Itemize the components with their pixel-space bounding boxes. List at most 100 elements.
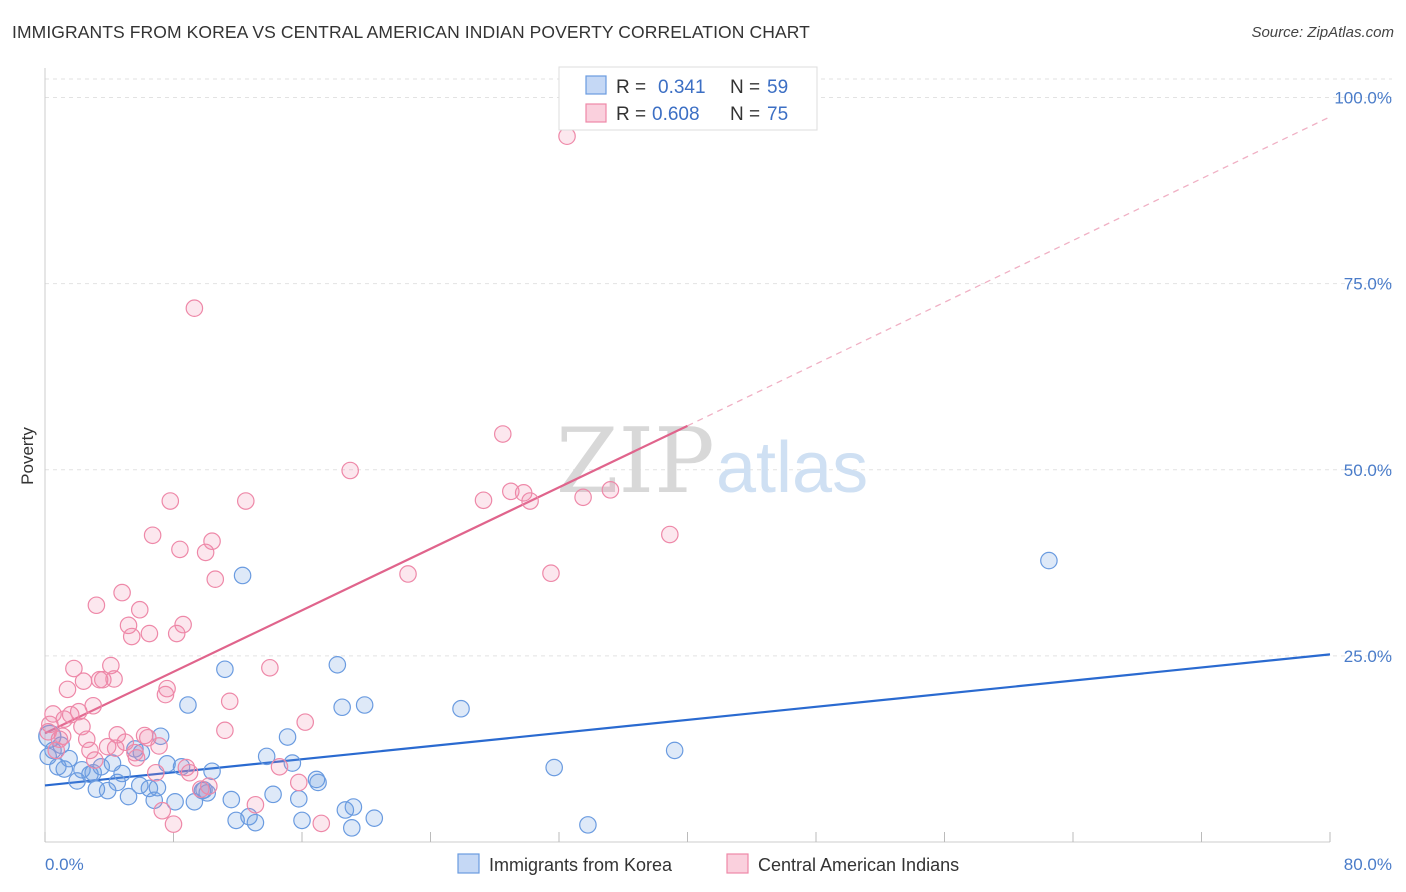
point-s1-43: [216, 721, 234, 740]
bottom-legend-label-blue: Immigrants from Korea: [489, 855, 673, 875]
point-s0-41: [333, 698, 351, 717]
watermark-zip: ZIP: [556, 409, 715, 514]
chart-title: IMMIGRANTS FROM KOREA VS CENTRAL AMERICA…: [12, 22, 810, 42]
point-s1-4: [58, 680, 77, 699]
point-s0-34: [278, 728, 297, 746]
trend-line-0: [44, 653, 1331, 787]
legend-n-label-2: N =: [730, 104, 760, 125]
point-s1-24: [130, 600, 149, 619]
point-s1-58: [521, 492, 539, 510]
point-s0-50: [665, 741, 684, 760]
point-s1-69: [127, 749, 146, 767]
point-s1-38: [185, 299, 204, 317]
legend-r-label-2: R =: [616, 104, 646, 125]
legend-n-label-1: N =: [730, 77, 760, 98]
point-s0-25: [203, 762, 221, 781]
point-s1-35: [171, 540, 189, 559]
point-s0-31: [246, 813, 265, 832]
point-s1-9: [77, 730, 96, 749]
point-s1-63: [661, 525, 679, 544]
point-s0-5: [73, 760, 91, 779]
data-points: [38, 127, 1058, 837]
point-s0-46: [365, 809, 384, 827]
source-label: Source: ZipAtlas.com: [1251, 24, 1394, 41]
point-s0-36: [289, 790, 308, 808]
point-s1-36: [174, 615, 192, 634]
legend-box: R = 0.341 N = 59 R = 0.608 N = 75: [558, 66, 818, 131]
point-s1-37: [180, 763, 199, 782]
point-s1-62: [601, 481, 620, 499]
point-s1-56: [502, 482, 520, 501]
point-s1-61: [574, 488, 592, 507]
point-s0-56: [108, 773, 127, 792]
point-s0-27: [222, 790, 241, 809]
point-s1-28: [147, 763, 165, 782]
point-s1-32: [161, 492, 180, 510]
point-s0-45: [355, 696, 374, 714]
point-s0-47: [452, 699, 470, 718]
point-s1-22: [122, 627, 141, 646]
point-s1-55: [493, 425, 512, 443]
point-s0-32: [257, 747, 276, 766]
point-s1-52: [341, 461, 359, 480]
legend-r-label-1: R =: [616, 77, 646, 98]
point-s1-25: [135, 726, 154, 745]
x-tick-label-1: 80.0%: [1344, 855, 1392, 874]
point-s0-21: [179, 696, 197, 714]
point-s0-12: [119, 787, 138, 806]
point-s1-16: [102, 656, 120, 675]
x-tick-label-0: 0.0%: [45, 855, 84, 874]
point-s1-53: [399, 565, 417, 583]
watermark-atlas: atlas: [716, 428, 868, 508]
trend-lines: [44, 116, 1331, 787]
point-s0-14: [130, 776, 149, 795]
point-s0-51: [1040, 551, 1058, 570]
point-s0-37: [293, 811, 311, 830]
point-s1-31: [158, 679, 176, 698]
point-s1-49: [289, 773, 308, 792]
y-tick-label-1: 50.0%: [1344, 461, 1392, 480]
point-s1-47: [261, 658, 279, 677]
point-s1-48: [270, 758, 289, 776]
point-s1-70: [156, 685, 175, 704]
y-tick-label-3: 100.0%: [1334, 89, 1392, 108]
point-s1-40: [196, 543, 215, 562]
legend-swatch-blue: [585, 75, 607, 95]
point-s1-54: [474, 491, 493, 510]
bottom-legend-label-pink: Central American Indians: [758, 855, 959, 875]
point-s1-71: [177, 758, 196, 777]
bottom-legend-swatch-pink: [726, 853, 749, 874]
legend-n-value-1: 59: [767, 77, 788, 98]
point-s1-1: [44, 705, 62, 723]
trend-line-1: [44, 424, 688, 735]
point-s1-44: [220, 692, 239, 711]
point-s1-26: [140, 624, 159, 643]
point-s1-10: [81, 741, 99, 760]
bottom-legend: Immigrants from Korea Central American I…: [457, 853, 959, 875]
tick-labels: 25.0% 50.0% 75.0% 100.0% 0.0% 80.0%: [45, 89, 1392, 875]
point-s0-52: [148, 778, 167, 797]
point-s1-45: [236, 492, 255, 510]
point-s0-19: [166, 792, 184, 811]
point-s0-26: [216, 660, 234, 679]
point-s0-44: [342, 819, 361, 837]
y-tick-label-2: 75.0%: [1344, 275, 1392, 294]
legend-n-value-2: 75: [767, 104, 788, 125]
point-s1-33: [164, 815, 183, 833]
point-s0-2: [55, 760, 74, 778]
point-s0-29: [233, 566, 252, 585]
point-s1-42: [206, 570, 225, 588]
legend-r-value-1: 0.341: [658, 77, 706, 98]
point-s1-66: [74, 672, 93, 690]
point-s0-11: [113, 764, 131, 783]
point-s1-68: [106, 739, 125, 757]
point-s1-59: [542, 564, 560, 583]
point-s1-74: [39, 723, 58, 741]
point-s1-50: [296, 713, 315, 731]
point-s1-21: [119, 616, 138, 635]
point-s0-38: [307, 770, 326, 789]
point-s1-27: [143, 526, 162, 545]
point-s0-40: [328, 656, 347, 674]
point-s0-49: [579, 816, 597, 834]
